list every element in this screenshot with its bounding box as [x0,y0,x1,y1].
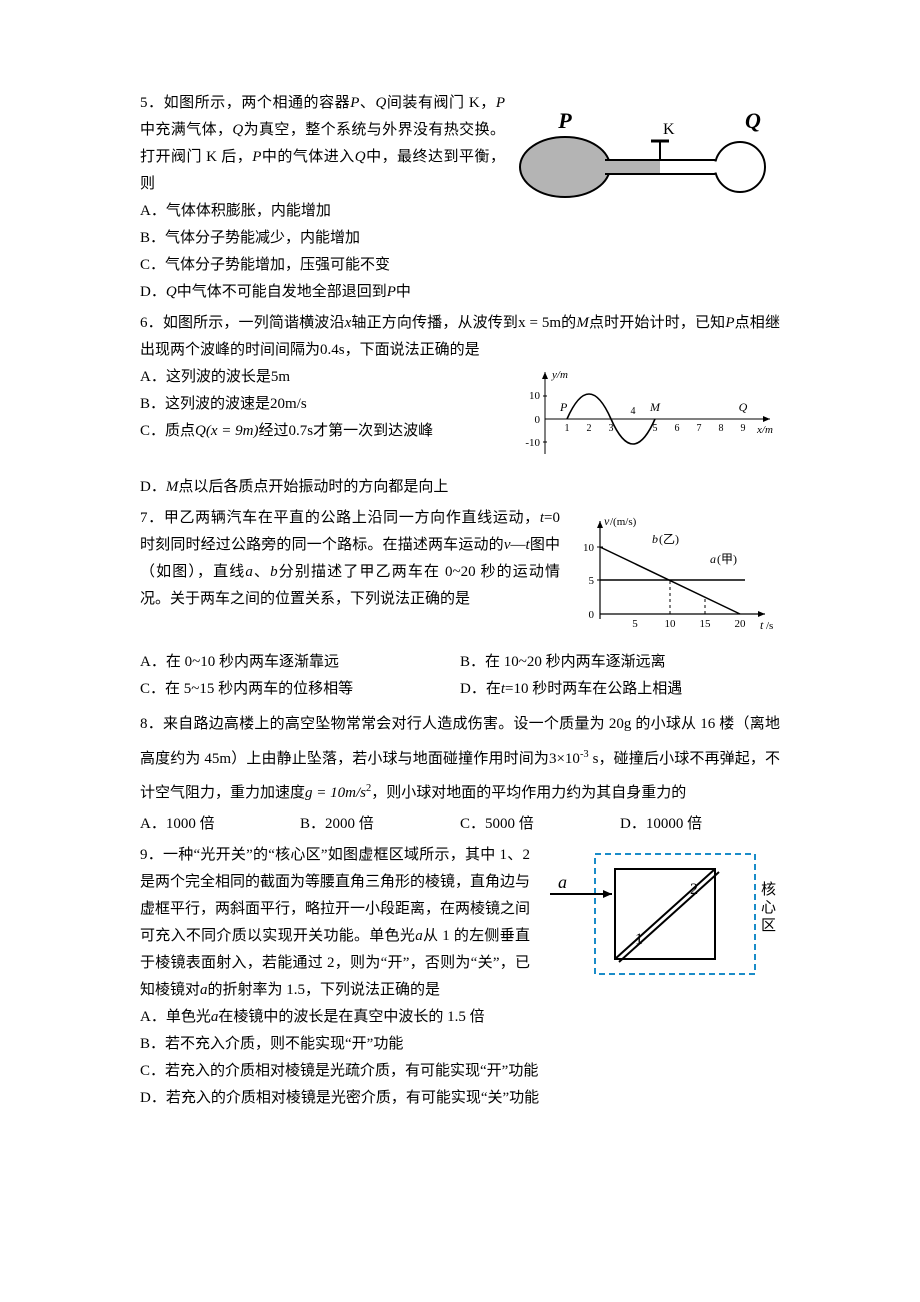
question-5: P K Q 5．如图所示，两个相通的容器P、Q间装有阀门 K，P中充满气体，Q为… [140,90,780,306]
q5-q-label: Q [745,112,761,133]
q7-figure: v /(m/s) t /s 0 5 10 5 10 15 20 [570,509,780,649]
question-8: 8．来自路边高楼上的高空坠物常常会对行人造成伤害。设一个质量为 20g 的小球从… [140,707,780,838]
question-9: a 2 1 核 心 区 9．一种“光开关”的“核心区”如图虚框区域所示，其中 1… [140,842,780,1112]
svg-text:/s: /s [766,620,773,632]
svg-text:核: 核 [761,881,776,898]
svg-text:3: 3 [609,423,614,434]
q9-optB: B．若不充入介质，则不能实现“开”功能 [140,1031,780,1058]
q5-k-label: K [663,121,675,138]
svg-text:(乙): (乙) [659,532,679,546]
q5-optD: D．Q中气体不可能自发地全部退回到P中 [140,279,780,306]
svg-text:6: 6 [675,423,680,434]
svg-text:x/m: x/m [756,424,773,436]
q5-optB: B．气体分子势能减少，内能增加 [140,225,780,252]
svg-text:b: b [652,532,658,546]
question-6: 6．如图所示，一列简谐横波沿x轴正方向传播，从波传到x = 5m的M点时开始计时… [140,310,780,501]
svg-text:Q: Q [739,400,748,414]
svg-text:y/m: y/m [551,369,568,381]
q9-optC: C．若充入的介质相对棱镜是光疏介质，有可能实现“开”功能 [140,1058,780,1085]
svg-text:20: 20 [735,618,747,630]
svg-text:4: 4 [631,406,636,417]
svg-text:8: 8 [719,423,724,434]
svg-text:1: 1 [635,931,643,948]
svg-text:5: 5 [632,618,638,630]
svg-text:1: 1 [565,423,570,434]
svg-text:a: a [558,872,567,892]
question-7: v /(m/s) t /s 0 5 10 5 10 15 20 [140,505,780,703]
q5-p-label: P [557,112,572,133]
q8-stem: 8．来自路边高楼上的高空坠物常常会对行人造成伤害。设一个质量为 20g 的小球从… [140,707,780,811]
svg-text:5: 5 [589,575,595,587]
q9-num: 9． [140,847,163,863]
svg-text:10: 10 [583,542,595,554]
q5-num: 5． [140,95,164,111]
q8-optB: B．2000 倍 [300,811,460,838]
svg-text:t: t [760,618,764,632]
q7-optD: D．在t=10 秒时两车在公路上相遇 [460,676,780,703]
q9-figure: a 2 1 核 心 区 [540,844,780,994]
q7-optB: B．在 10~20 秒内两车逐渐远离 [460,649,780,676]
q8-num: 8． [140,716,163,732]
svg-text:0: 0 [589,609,595,621]
q6-figure: 10 0 -10 y/m x/m 1 2 3 4 5 6 7 8 9 P M [520,364,780,474]
svg-text:10: 10 [529,390,541,402]
q9-optA: A．单色光a在棱镜中的波长是在真空中波长的 1.5 倍 [140,1004,780,1031]
q7-num: 7． [140,510,164,526]
svg-text:/(m/s): /(m/s) [610,516,637,528]
q6-optD: D．M点以后各质点开始振动时的方向都是向上 [140,474,780,501]
q8-optC: C．5000 倍 [460,811,620,838]
q7-optA: A．在 0~10 秒内两车逐渐靠远 [140,649,460,676]
svg-text:心: 心 [761,899,776,916]
q6-stem: 6．如图所示，一列简谐横波沿x轴正方向传播，从波传到x = 5m的M点时开始计时… [140,310,780,364]
svg-text:P: P [559,400,568,414]
svg-text:-10: -10 [525,437,540,449]
q7-optC: C．在 5~15 秒内两车的位移相等 [140,676,460,703]
svg-text:15: 15 [700,618,712,630]
svg-text:5: 5 [653,423,658,434]
svg-text:7: 7 [697,423,702,434]
q9-optD: D．若充入的介质相对棱镜是光密介质，有可能实现“关”功能 [140,1085,780,1112]
q5-optC: C．气体分子势能增加，压强可能不变 [140,252,780,279]
svg-text:a: a [710,552,716,566]
svg-text:10: 10 [665,618,677,630]
svg-text:(甲): (甲) [717,552,737,566]
q8-optD: D．10000 倍 [620,811,780,838]
q6-num: 6． [140,315,163,331]
svg-text:区: 区 [761,918,776,934]
svg-text:2: 2 [587,423,592,434]
svg-text:M: M [649,400,661,414]
svg-text:9: 9 [741,423,746,434]
svg-text:2: 2 [690,881,698,898]
svg-text:0: 0 [535,414,541,426]
q8-optA: A．1000 倍 [140,811,300,838]
q5-figure: P K Q [515,112,780,212]
